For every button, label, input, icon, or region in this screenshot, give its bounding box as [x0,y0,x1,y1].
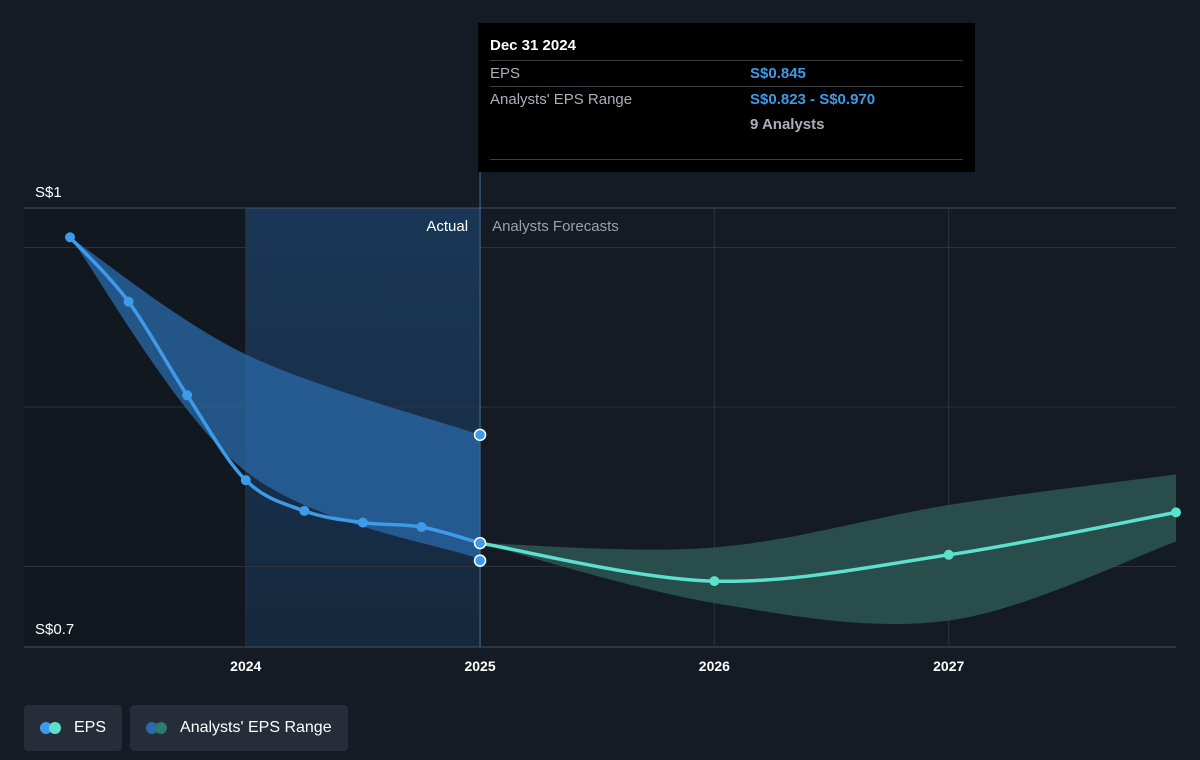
eps-point [182,390,193,401]
range-legend-icon [146,722,170,734]
legend-item-range[interactable]: Analysts' EPS Range [130,705,348,751]
eps-point [123,296,134,307]
legend-dot-forecast [49,722,61,734]
legend-label-eps: EPS [74,719,107,736]
eps-legend-icon [40,722,64,734]
x-tick-label: 2025 [464,658,495,674]
x-tick-label: 2024 [230,658,261,674]
actual-label: Actual [426,218,468,235]
eps-point [709,576,720,587]
tooltip: Dec 31 2024 EPS S$0.845 Analysts' EPS Ra… [478,23,975,172]
highlight-point [473,536,487,550]
eps-chart: 2024 2025 2026 2027 S$1 S$0.7 Actual Analysts F… [24,172,1181,674]
y-label-bottom: S$0.7 [35,621,74,638]
y-label-top: S$1 [35,184,62,201]
highlight-point [473,554,487,567]
eps-line-forecast [478,510,1178,584]
tooltip-range-label: Analysts' EPS Range [490,91,633,108]
eps-point [357,517,368,528]
legend-dot-range-forecast [155,722,168,734]
tooltip-eps-value: S$0.845 [750,65,806,82]
x-tick-label: 2026 [699,658,730,674]
eps-range-band [70,237,481,560]
legend: EPS Analysts' EPS Range [24,705,348,751]
tooltip-eps-label: EPS [490,65,521,82]
legend-item-eps[interactable]: EPS [24,705,123,751]
forecast-label: Analysts Forecasts [492,218,619,235]
eps-point [943,549,954,560]
eps-point [299,505,310,516]
eps-point [1171,507,1181,518]
tooltip-range-value: S$0.823 - S$0.970 [750,91,876,108]
highlight-point [473,428,487,442]
eps-point [416,522,427,533]
legend-label-range: Analysts' EPS Range [180,719,332,736]
eps-point [65,232,75,243]
eps-point [240,475,251,486]
tooltip-analysts-count: 9 Analysts [750,116,825,133]
eps-range-band [480,474,1176,625]
x-tick-label: 2027 [933,658,964,674]
tooltip-date: Dec 31 2024 [490,37,576,54]
